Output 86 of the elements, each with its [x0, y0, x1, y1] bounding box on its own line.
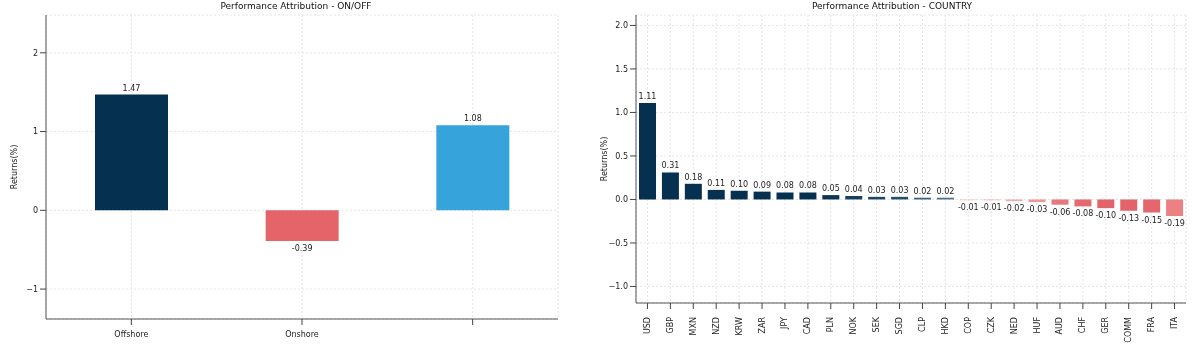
y-tick-label: 0.0	[615, 195, 628, 205]
y-tick-label: 2	[32, 48, 38, 58]
data-label: -0.15	[1141, 215, 1163, 225]
y-tick-label: −0.5	[608, 238, 628, 248]
data-label: 0.02	[913, 186, 932, 196]
data-label: -0.02	[1003, 204, 1025, 214]
data-label: -0.08	[1072, 209, 1094, 219]
bar	[95, 94, 168, 211]
x-tick-label: Offshore	[114, 330, 149, 339]
bar	[1097, 199, 1115, 209]
data-label: 0.08	[799, 181, 817, 191]
bar	[1028, 199, 1046, 203]
y-tick-label: −1	[26, 284, 38, 294]
data-label: 1.08	[463, 114, 482, 124]
y-tick-label: −1.0	[608, 282, 628, 292]
data-label: 0.05	[821, 184, 840, 194]
x-tick-label: KRW	[734, 316, 744, 336]
x-tick-label: Onshore	[285, 330, 319, 339]
data-label: -0.01	[957, 203, 979, 213]
data-label: 0.18	[684, 172, 703, 182]
data-label: -0.39	[291, 244, 313, 254]
x-tick-label: MXN	[688, 316, 698, 336]
data-label: 1.11	[638, 91, 657, 101]
data-label: -0.19	[1164, 218, 1185, 228]
data-label: 0.02	[936, 186, 955, 196]
data-label: -0.13	[1118, 213, 1140, 223]
bar	[1051, 199, 1069, 205]
x-tick-label: SGD	[895, 317, 905, 335]
x-tick-label: GBP	[665, 316, 675, 334]
data-label: -0.01	[980, 203, 1002, 213]
x-tick-label: CZK	[986, 316, 996, 334]
data-label: -0.10	[1095, 211, 1117, 221]
data-label: 1.47	[122, 83, 141, 93]
x-tick-label: COP	[963, 316, 973, 334]
x-tick-label: CHF	[1078, 316, 1088, 334]
bar	[707, 189, 725, 200]
data-label: 0.31	[661, 161, 680, 171]
y-tick-label: 0.5	[615, 151, 628, 161]
x-tick-label: NZD	[711, 317, 721, 335]
y-tick-label: 1	[32, 127, 38, 137]
bar	[1120, 199, 1138, 211]
x-tick-label: COMM	[1124, 316, 1134, 343]
x-tick-label: ITA	[1170, 316, 1180, 330]
x-tick-label: USD	[642, 317, 652, 335]
x-tick-label: HUF	[1032, 316, 1042, 334]
bar	[1166, 199, 1184, 216]
bar	[661, 172, 679, 200]
x-tick-label: CLP	[917, 316, 927, 332]
bar	[265, 210, 339, 242]
bar	[799, 192, 817, 200]
x-tick-label: ZAR	[757, 316, 767, 334]
y-axis-title: Returns(%)	[9, 144, 19, 190]
data-label: 0.08	[776, 181, 794, 191]
data-label: 0.09	[753, 180, 771, 190]
x-tick-label: NED	[1009, 317, 1019, 335]
bar	[684, 183, 702, 200]
bar	[776, 192, 794, 200]
y-tick-label: 2.0	[615, 21, 628, 31]
x-tick-label: NOK	[849, 316, 859, 335]
x-tick-label: FRA	[1147, 316, 1157, 333]
y-tick-label: 1.5	[615, 64, 628, 74]
data-label: -0.06	[1049, 207, 1071, 217]
y-tick-label: 1.0	[615, 108, 628, 118]
bar	[639, 102, 656, 200]
chart-title: Performance Attribution - COUNTRY	[810, 0, 974, 13]
x-tick-label: HKD	[940, 317, 950, 335]
data-label: 0.03	[867, 185, 886, 195]
data-label: 0.03	[890, 185, 909, 195]
y-tick-label: 0	[32, 206, 38, 216]
chart-title: Performance Attribution - ON/OFF	[219, 0, 373, 13]
bar	[822, 195, 840, 200]
x-tick-label: GER	[1101, 316, 1111, 334]
bar	[436, 125, 510, 211]
bar	[730, 190, 748, 200]
x-tick-label: AUD	[1055, 317, 1065, 335]
data-label: 0.11	[707, 178, 726, 188]
data-label: 0.10	[730, 179, 749, 189]
x-tick-label: CAD	[803, 317, 813, 335]
data-label: 0.04	[844, 184, 863, 194]
x-tick-label: SEK	[872, 316, 882, 333]
y-axis-title: Returns(%)	[599, 136, 609, 182]
bar	[1143, 199, 1161, 213]
x-tick-label: JPY	[780, 316, 790, 330]
x-tick-label: PLN	[826, 316, 836, 333]
bar	[1074, 199, 1092, 207]
data-label: -0.03	[1026, 205, 1048, 215]
